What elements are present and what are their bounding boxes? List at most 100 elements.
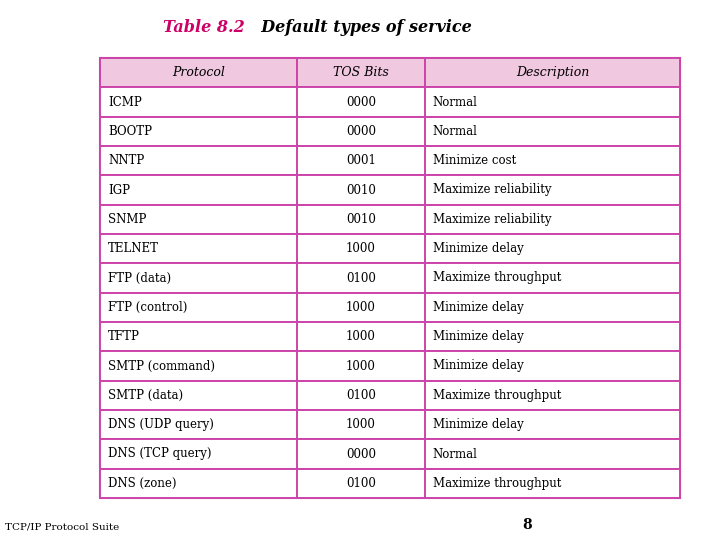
Text: Minimize delay: Minimize delay (433, 360, 523, 373)
Text: 1000: 1000 (346, 330, 376, 343)
Text: 0100: 0100 (346, 477, 376, 490)
Bar (100, 264, 297, 293)
Bar (297, 117, 425, 146)
Bar (297, 410, 425, 440)
Text: 8: 8 (523, 518, 532, 532)
Text: SNMP: SNMP (108, 213, 146, 226)
Text: 0010: 0010 (346, 184, 376, 197)
Bar (297, 58, 425, 87)
Bar (100, 293, 680, 322)
Bar (297, 381, 425, 410)
Text: Description: Description (516, 66, 589, 79)
Bar (100, 176, 297, 205)
Bar (425, 234, 680, 264)
Text: 0010: 0010 (346, 213, 376, 226)
Bar (425, 440, 680, 469)
Bar (425, 410, 680, 440)
Text: 0100: 0100 (346, 389, 376, 402)
Text: SMTP (command): SMTP (command) (108, 360, 215, 373)
Text: FTP (data): FTP (data) (108, 272, 171, 285)
Bar (100, 87, 680, 117)
Bar (100, 352, 680, 381)
Bar (100, 293, 297, 322)
Bar (297, 234, 425, 264)
Bar (100, 205, 680, 234)
Text: Normal: Normal (433, 125, 477, 138)
Bar (100, 264, 680, 293)
Text: Protocol: Protocol (172, 66, 225, 79)
Bar (100, 322, 297, 352)
Text: Maximize throughput: Maximize throughput (433, 272, 561, 285)
Bar (425, 469, 680, 498)
Bar (100, 234, 297, 264)
Bar (100, 410, 680, 440)
Bar (425, 87, 680, 117)
Text: Minimize delay: Minimize delay (433, 301, 523, 314)
Bar (425, 381, 680, 410)
Bar (297, 469, 425, 498)
Text: 1000: 1000 (346, 242, 376, 255)
Text: 0001: 0001 (346, 154, 376, 167)
Text: 1000: 1000 (346, 301, 376, 314)
Bar (100, 146, 680, 176)
Bar (425, 176, 680, 205)
Text: ICMP: ICMP (108, 96, 142, 109)
Text: Maximize reliability: Maximize reliability (433, 184, 552, 197)
Bar (297, 322, 425, 352)
Bar (425, 205, 680, 234)
Text: Maximize reliability: Maximize reliability (433, 213, 552, 226)
Bar (297, 87, 425, 117)
Text: TOS Bits: TOS Bits (333, 66, 389, 79)
Text: TFTP: TFTP (108, 330, 140, 343)
Bar (100, 234, 680, 264)
Bar (100, 117, 297, 146)
Text: FTP (control): FTP (control) (108, 301, 187, 314)
Bar (297, 352, 425, 381)
Text: Maximize throughput: Maximize throughput (433, 389, 561, 402)
Bar (297, 440, 425, 469)
Text: Normal: Normal (433, 448, 477, 461)
Text: TCP/IP Protocol Suite: TCP/IP Protocol Suite (5, 523, 120, 532)
Bar (100, 205, 297, 234)
Bar (100, 440, 680, 469)
Text: Minimize delay: Minimize delay (433, 242, 523, 255)
Bar (100, 117, 680, 146)
Bar (425, 117, 680, 146)
Bar (100, 176, 680, 205)
Text: DNS (UDP query): DNS (UDP query) (108, 418, 214, 431)
Bar (425, 264, 680, 293)
Bar (425, 293, 680, 322)
Text: Normal: Normal (433, 96, 477, 109)
Bar (100, 410, 297, 440)
Text: SMTP (data): SMTP (data) (108, 389, 183, 402)
Text: 1000: 1000 (346, 418, 376, 431)
Bar (100, 381, 297, 410)
Text: TELNET: TELNET (108, 242, 159, 255)
Bar (100, 352, 297, 381)
Text: NNTP: NNTP (108, 154, 144, 167)
Bar (100, 469, 297, 498)
Bar (425, 322, 680, 352)
Text: DNS (TCP query): DNS (TCP query) (108, 448, 212, 461)
Text: 0000: 0000 (346, 448, 376, 461)
Bar (100, 58, 680, 498)
Text: Table 8.2: Table 8.2 (163, 19, 245, 37)
Bar (100, 87, 297, 117)
Text: Minimize delay: Minimize delay (433, 330, 523, 343)
Bar (100, 322, 680, 352)
Text: Minimize delay: Minimize delay (433, 418, 523, 431)
Bar (297, 264, 425, 293)
Bar (425, 146, 680, 176)
Bar (425, 58, 680, 87)
Bar (100, 469, 680, 498)
Bar (297, 176, 425, 205)
Text: Default types of service: Default types of service (250, 19, 472, 37)
Text: Minimize cost: Minimize cost (433, 154, 516, 167)
Bar (100, 381, 680, 410)
Text: DNS (zone): DNS (zone) (108, 477, 176, 490)
Bar (297, 293, 425, 322)
Bar (100, 146, 297, 176)
Text: IGP: IGP (108, 184, 130, 197)
Bar (425, 352, 680, 381)
Text: 1000: 1000 (346, 360, 376, 373)
